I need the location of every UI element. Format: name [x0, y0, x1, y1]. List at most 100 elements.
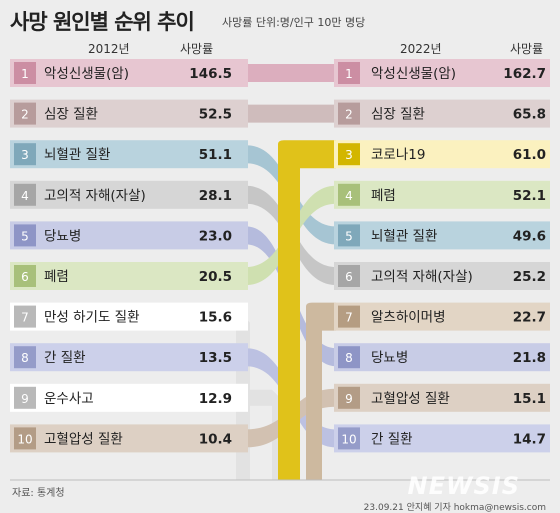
right-cause-label: 심장 질환 — [371, 107, 425, 123]
left-death-rate: 51.1 — [199, 147, 232, 163]
connector-heart — [246, 104, 336, 123]
source-note: 자료: 통계청 — [12, 488, 65, 499]
left-rank-3: 3 뇌혈관 질환 51.1 — [10, 140, 248, 169]
right-row-bg — [334, 424, 550, 453]
left-rank-number: 4 — [21, 189, 29, 203]
right-row-bg — [334, 262, 550, 290]
left-death-rate: 23.0 — [199, 228, 232, 244]
left-death-rate: 15.6 — [199, 310, 232, 326]
left-rank-badge — [14, 62, 36, 84]
rank-boxes: 1 악성신생물(암) 146.5 2 심장 질환 52.5 3 뇌혈관 질환 51.1 4 고의적 … — [10, 59, 550, 453]
left-cause-label: 심장 질환 — [44, 107, 98, 123]
connector-bands — [236, 64, 336, 480]
left-row-bg — [10, 180, 248, 209]
left-rank-badge — [14, 265, 36, 287]
left-rank-2: 2 심장 질환 52.5 — [10, 99, 248, 128]
right-row-bg — [334, 221, 550, 250]
right-rank-badge — [338, 102, 360, 125]
right-cause-label: 고혈압성 질환 — [371, 391, 450, 407]
right-death-rate: 14.7 — [513, 431, 546, 447]
left-row-bg — [10, 140, 248, 169]
left-death-rate: 28.1 — [199, 188, 232, 204]
left-death-rate: 10.4 — [199, 431, 232, 447]
left-cause-label: 만성 하기도 질환 — [44, 310, 140, 326]
left-value-header: 사망률 — [180, 42, 214, 56]
left-rank-7: 7 만성 하기도 질환 15.6 — [10, 302, 248, 331]
connector-covid — [278, 140, 336, 480]
left-rank-number: 6 — [21, 270, 29, 284]
left-rank-badge — [14, 224, 36, 247]
left-rank-1: 1 악성신생물(암) 146.5 — [10, 59, 248, 87]
right-rank-10: 10 간 질환 14.7 — [334, 424, 550, 453]
left-death-rate: 52.5 — [199, 107, 232, 123]
left-cause-label: 운수사고 — [44, 391, 94, 407]
right-death-rate: 49.6 — [513, 228, 546, 244]
left-row-bg — [10, 383, 248, 412]
left-rank-number: 9 — [21, 392, 29, 406]
left-rank-number: 10 — [17, 432, 32, 446]
right-rank-badge — [338, 224, 360, 247]
left-row-bg — [10, 99, 248, 128]
left-rank-number: 3 — [21, 148, 29, 162]
left-row-bg — [10, 262, 248, 290]
left-rank-9: 9 운수사고 12.9 — [10, 383, 248, 412]
right-cause-label: 악성신생물(암) — [371, 66, 456, 82]
connector-cancer — [246, 64, 336, 82]
right-death-rate: 25.2 — [513, 269, 546, 285]
right-rank-number: 3 — [345, 148, 353, 162]
left-cause-label: 고혈압성 질환 — [44, 431, 123, 447]
right-rank-badge — [338, 346, 360, 369]
right-death-rate: 52.1 — [513, 188, 546, 204]
left-rank-number: 1 — [21, 67, 29, 81]
right-rank-9: 9 고혈압성 질환 15.1 — [334, 383, 550, 412]
right-rank-number: 10 — [341, 432, 356, 446]
left-rank-badge — [14, 427, 36, 450]
left-rank-badge — [14, 346, 36, 369]
right-rank-badge — [338, 265, 360, 287]
right-cause-label: 코로나19 — [371, 147, 425, 163]
right-cause-label: 폐렴 — [371, 188, 396, 204]
right-row-bg — [334, 59, 550, 87]
newsis-logo: NEWSIS — [407, 472, 520, 500]
left-rank-number: 5 — [21, 229, 29, 243]
left-rank-badge — [14, 386, 36, 409]
right-row-bg — [334, 180, 550, 209]
left-rank-number: 2 — [21, 108, 29, 122]
right-rank-badge — [338, 427, 360, 450]
right-cause-label: 간 질환 — [371, 431, 413, 447]
right-rank-badge — [338, 143, 360, 166]
left-rank-4: 4 고의적 자해(자살) 28.1 — [10, 180, 248, 209]
left-death-rate: 146.5 — [189, 66, 232, 82]
left-row-bg — [10, 59, 248, 87]
right-year-header: 2022년 — [400, 42, 442, 56]
right-rank-number: 1 — [345, 67, 353, 81]
left-row-bg — [10, 221, 248, 250]
right-row-bg — [334, 140, 550, 169]
right-rank-number: 5 — [345, 229, 353, 243]
right-rank-5: 5 뇌혈관 질환 49.6 — [334, 221, 550, 250]
right-row-bg — [334, 99, 550, 128]
left-rank-number: 7 — [21, 311, 29, 325]
left-rank-badge — [14, 305, 36, 328]
left-cause-label: 고의적 자해(자살) — [44, 188, 146, 204]
left-row-bg — [10, 424, 248, 453]
right-death-rate: 22.7 — [513, 310, 546, 326]
left-year-header: 2012년 — [88, 42, 130, 56]
left-rank-8: 8 간 질환 13.5 — [10, 343, 248, 372]
right-cause-label: 당뇨병 — [371, 350, 408, 366]
right-cause-label: 뇌혈관 질환 — [371, 228, 437, 244]
right-death-rate: 162.7 — [503, 66, 546, 82]
left-rank-badge — [14, 143, 36, 166]
right-rank-number: 9 — [345, 392, 353, 406]
right-row-bg — [334, 343, 550, 372]
chart-title: 사망 원인별 순위 추이 — [10, 10, 195, 34]
left-row-bg — [10, 302, 248, 331]
credit-line: 23.09.21 안지혜 기자 hokma@newsis.com — [363, 503, 546, 513]
left-death-rate: 13.5 — [199, 350, 232, 366]
left-rank-6: 6 폐렴 20.5 — [10, 262, 248, 290]
left-cause-label: 폐렴 — [44, 269, 69, 285]
right-rank-badge — [338, 305, 360, 328]
left-death-rate: 20.5 — [199, 269, 232, 285]
